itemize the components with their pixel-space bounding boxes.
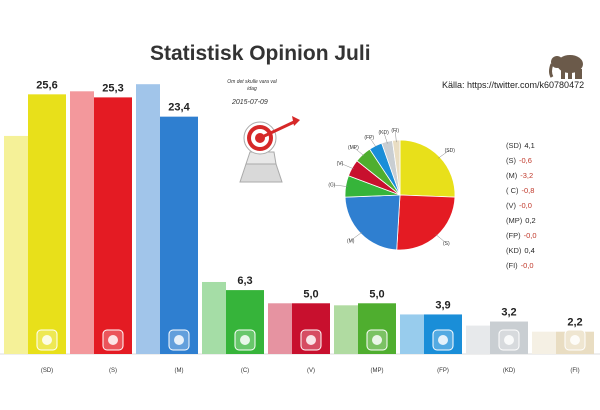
previous-bar xyxy=(268,303,292,354)
change-value: 0,4 xyxy=(524,246,535,255)
change-value: -0,8 xyxy=(521,186,535,195)
change-party: (KD) xyxy=(506,246,522,255)
kd-logo-icon xyxy=(498,329,520,351)
bar-value-label: 3,2 xyxy=(501,307,516,319)
bar-value-label: 5,0 xyxy=(369,288,384,300)
bar-value-label: 23,4 xyxy=(168,102,190,114)
bar xyxy=(94,97,132,354)
previous-bar xyxy=(4,135,28,354)
change-value: 4,1 xyxy=(524,141,535,150)
change-row: (KD) 0,4 xyxy=(506,243,537,258)
pie-leader-line xyxy=(438,149,450,159)
previous-bar xyxy=(70,91,94,355)
change-party: (S) xyxy=(506,156,516,165)
pie-leader-line xyxy=(369,136,377,148)
tick-label: (SD) xyxy=(41,368,53,374)
change-value: 0,2 xyxy=(525,216,536,225)
pie-chart: (SD) (S) (M) (C) (V) (MP) (FP) (KD) (FI) xyxy=(328,128,456,251)
change-value: -0,0 xyxy=(520,261,534,270)
previous-bar xyxy=(202,281,226,354)
change-row: (SD) 4,1 xyxy=(506,138,537,153)
tick-label: (V) xyxy=(307,368,315,374)
pie-leader-line xyxy=(339,162,354,170)
change-row: (MP) 0,2 xyxy=(506,213,537,228)
bar xyxy=(28,94,66,354)
bar-value-label: 5,0 xyxy=(303,288,318,300)
change-party: (V) xyxy=(506,201,516,210)
change-row: (V) -0,0 xyxy=(506,198,537,213)
tick-label: (C) xyxy=(241,368,249,374)
pie-label: (C) xyxy=(328,183,335,189)
tick-label: (M) xyxy=(175,368,184,374)
change-value: -3,2 xyxy=(520,171,534,180)
pie-slice xyxy=(344,194,401,251)
fi-logo-icon xyxy=(564,329,586,351)
chart-title: Statistisk Opinion Juli xyxy=(150,42,371,65)
bar-value-label: 6,3 xyxy=(237,275,252,287)
bar-value-label: 2,2 xyxy=(567,317,582,329)
tick-label: (FI) xyxy=(570,368,579,374)
pie-label: (FP) xyxy=(364,135,374,141)
fp-logo-icon xyxy=(432,329,454,351)
change-value: -0,6 xyxy=(519,156,532,165)
v-logo-icon xyxy=(300,329,322,351)
tick-label: (FP) xyxy=(437,368,449,374)
mp-dandelion-icon xyxy=(366,329,388,351)
m-logo-icon xyxy=(168,329,190,351)
change-party: ( C) xyxy=(506,186,519,195)
change-party: (MP) xyxy=(506,216,523,225)
source-label: Källa: https://twitter.com/k60780472 xyxy=(442,80,585,90)
pie-leader-line xyxy=(435,234,447,244)
change-row: (FP) -0,0 xyxy=(506,228,537,243)
sd-flower-icon xyxy=(36,329,58,351)
bar-value-label: 3,9 xyxy=(435,299,450,311)
pie-label: (FI) xyxy=(391,128,399,134)
tick-label: (KD) xyxy=(503,368,515,374)
change-party: (SD) xyxy=(506,141,522,150)
change-value: -0,0 xyxy=(519,201,532,210)
chart-subtitle: Om det skulle vara val idag xyxy=(227,79,277,92)
pie-leader-line xyxy=(383,131,388,144)
tick-label: (MP) xyxy=(371,368,384,374)
pie-slice xyxy=(396,194,456,251)
change-row: ( C) -0,8 xyxy=(506,183,537,198)
previous-bar xyxy=(400,314,424,354)
change-value: -0,0 xyxy=(523,231,537,240)
previous-bar xyxy=(466,325,490,354)
s-rose-icon xyxy=(102,329,124,351)
pie-label: (S) xyxy=(443,241,450,247)
change-row: (FI) -0,0 xyxy=(506,258,537,273)
pie-label: (V) xyxy=(337,161,344,167)
chart-date: 2015-07-09 xyxy=(232,99,268,106)
previous-bar xyxy=(532,331,556,354)
pie-leader-line xyxy=(331,184,348,187)
target-icon xyxy=(239,116,300,183)
pie-slice xyxy=(399,139,456,198)
pie-leader-line xyxy=(353,146,365,157)
pie-label: (SD) xyxy=(445,148,456,154)
change-row: (M) -3,2 xyxy=(506,168,537,183)
change-party: (FI) xyxy=(506,261,518,270)
pie-leader-line xyxy=(350,231,363,241)
elephant-icon xyxy=(549,55,583,79)
pie-label: (KD) xyxy=(379,130,390,136)
tick-label: (S) xyxy=(109,368,117,374)
change-row: (S) -0,6 xyxy=(506,153,537,168)
bar-value-label: 25,3 xyxy=(102,82,123,94)
change-party: (FP) xyxy=(506,231,521,240)
changes-list: (SD) 4,1 (S) -0,6 (M) -3,2( C) -0,8 (V) -0,0 (MP)… xyxy=(506,138,537,273)
pie-label: (MP) xyxy=(348,145,359,151)
change-party: (M) xyxy=(506,171,518,180)
bar xyxy=(160,116,198,355)
previous-bar xyxy=(334,305,358,354)
pie-leader-line xyxy=(394,130,397,143)
bar-value-label: 25,6 xyxy=(36,79,57,91)
c-clover-icon xyxy=(234,329,256,351)
previous-bar xyxy=(136,84,160,354)
pie-label: (M) xyxy=(347,238,355,244)
